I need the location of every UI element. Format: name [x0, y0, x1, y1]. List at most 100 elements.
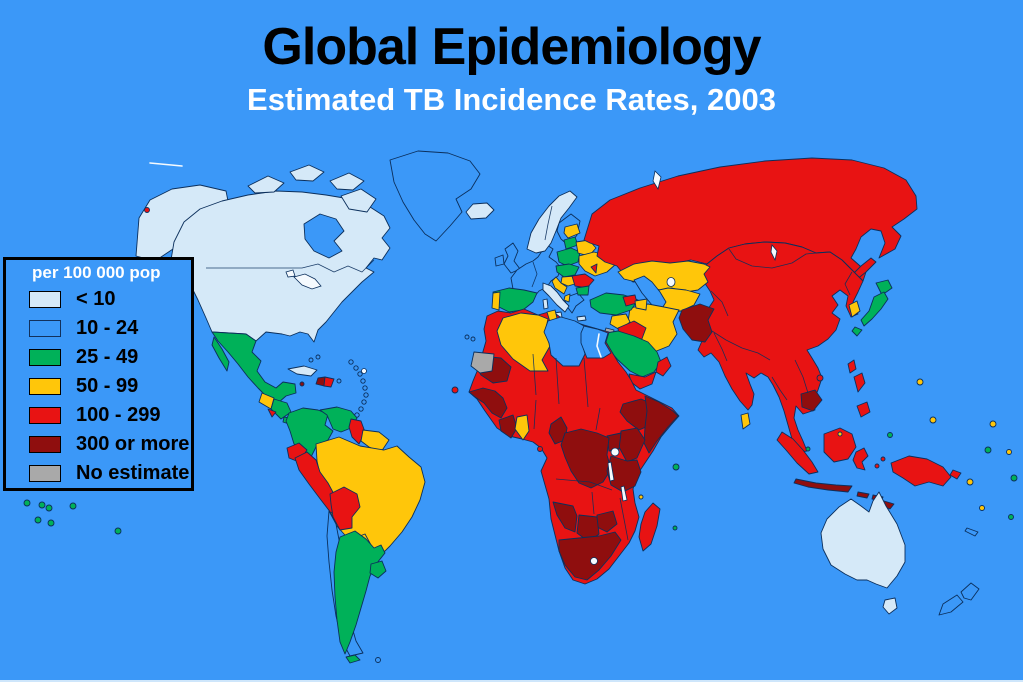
africa-group — [464, 308, 680, 585]
region-pacific-y3 — [989, 420, 997, 428]
asia-group — [583, 157, 962, 510]
region-sumatra — [776, 431, 819, 475]
region-arctic-island-c — [329, 172, 365, 191]
region-brunei — [837, 431, 843, 437]
region-guyana — [348, 418, 366, 445]
region-bolivia — [329, 486, 361, 531]
region-borneo — [823, 427, 857, 463]
region-australia — [820, 491, 906, 589]
border-indochina — [771, 359, 809, 401]
region-pacific-g1 — [887, 432, 893, 438]
region-antilles-5 — [362, 385, 368, 391]
region-canary-a — [464, 334, 470, 340]
region-cuba — [287, 365, 318, 377]
legend-header: per 100 000 pop — [32, 263, 161, 282]
region-arctic-island-a — [247, 175, 285, 194]
border-xinjiang — [710, 290, 729, 317]
region-maluku-b — [880, 456, 886, 462]
legend-item-100-299: 100 - 299 — [6, 401, 191, 430]
caspian-sea — [633, 275, 667, 311]
border-france-germany — [531, 261, 538, 288]
region-arctic-island-d — [340, 188, 377, 213]
region-honduras-nicaragua — [270, 398, 292, 420]
region-czech-slovakia — [555, 263, 580, 278]
region-sw-pacific-5 — [34, 516, 42, 524]
border-norway-sweden — [544, 205, 553, 241]
region-antilles-3 — [357, 371, 363, 377]
region-somalia — [643, 395, 679, 454]
region-new-britain — [949, 469, 962, 480]
region-asia-mainland — [697, 241, 864, 453]
border-mongolia — [728, 248, 817, 269]
region-sw-pacific-6 — [47, 519, 55, 527]
legend-swatch-10-24 — [29, 320, 61, 337]
legend-label: 10 - 24 — [76, 317, 139, 339]
region-baja-california — [211, 336, 230, 372]
legend-label: 50 - 99 — [76, 375, 139, 397]
region-maluku-a — [874, 463, 880, 469]
border-southern-africa — [555, 478, 629, 541]
region-pacific-y5 — [979, 505, 985, 511]
north-america-group — [135, 150, 495, 429]
region-arctic-island-b — [289, 164, 325, 182]
legend-label: 100 - 299 — [76, 404, 161, 426]
region-new-caledonia — [964, 527, 979, 537]
slide-bottom-line — [0, 680, 1023, 682]
region-sw-pacific-4 — [69, 502, 77, 510]
region-sw-pacific-1 — [23, 499, 31, 507]
region-algeria — [496, 312, 551, 372]
region-singapore — [805, 446, 811, 452]
region-crete — [576, 315, 587, 322]
region-namibia — [552, 501, 578, 533]
region-hainan — [816, 374, 824, 382]
region-senegal-guinea — [468, 387, 508, 419]
region-drc — [560, 428, 612, 489]
region-new-guinea — [890, 455, 952, 487]
region-scandinavia — [526, 190, 578, 254]
border-sahel — [532, 353, 601, 431]
region-falkland-islands — [375, 657, 381, 663]
border-india-pakistan — [713, 332, 728, 362]
region-sw-pacific-3 — [45, 504, 53, 512]
region-mauritius — [672, 463, 680, 471]
region-pacific-y6 — [1006, 449, 1012, 455]
region-romania — [571, 273, 595, 289]
region-hawaii — [144, 207, 150, 213]
region-iceland — [465, 202, 495, 220]
border-himalaya — [711, 330, 771, 361]
region-pacific-y4 — [966, 478, 974, 486]
region-java — [793, 478, 853, 493]
lesotho — [590, 557, 598, 565]
region-puerto-rico — [336, 378, 342, 384]
oceania-group — [23, 378, 1018, 616]
region-pacific-y1 — [916, 378, 924, 386]
region-new-zealand-north — [960, 582, 980, 601]
region-libya — [543, 316, 586, 367]
region-egypt — [580, 325, 612, 359]
region-balkans-west — [551, 276, 568, 295]
region-antilles-6 — [363, 392, 369, 398]
region-oman — [655, 356, 672, 377]
region-azerbaijan — [634, 298, 648, 311]
lake-malawi — [620, 485, 628, 502]
region-sri-lanka — [740, 412, 751, 430]
region-spain — [492, 287, 538, 313]
region-philippines-luzon — [853, 372, 866, 393]
region-ghana — [514, 414, 530, 441]
legend-swatch-50-99 — [29, 378, 61, 395]
region-pacific-g2 — [984, 446, 992, 454]
country-borders — [206, 205, 853, 541]
lake-tanganyika — [607, 461, 615, 482]
region-greenland — [389, 150, 481, 242]
legend-label: No estimate — [76, 462, 190, 484]
legend-item-25-49: 25 - 49 — [6, 343, 191, 372]
legend-label: 25 - 49 — [76, 346, 139, 368]
region-tasmania — [882, 597, 898, 615]
region-tierra-del-fuego — [345, 654, 361, 664]
region-new-zealand-south — [938, 594, 964, 616]
legend-swatch-no-estimate — [29, 465, 61, 482]
region-bulgaria — [575, 285, 590, 296]
aral-sea — [666, 277, 676, 287]
region-canada-usa — [169, 190, 391, 343]
